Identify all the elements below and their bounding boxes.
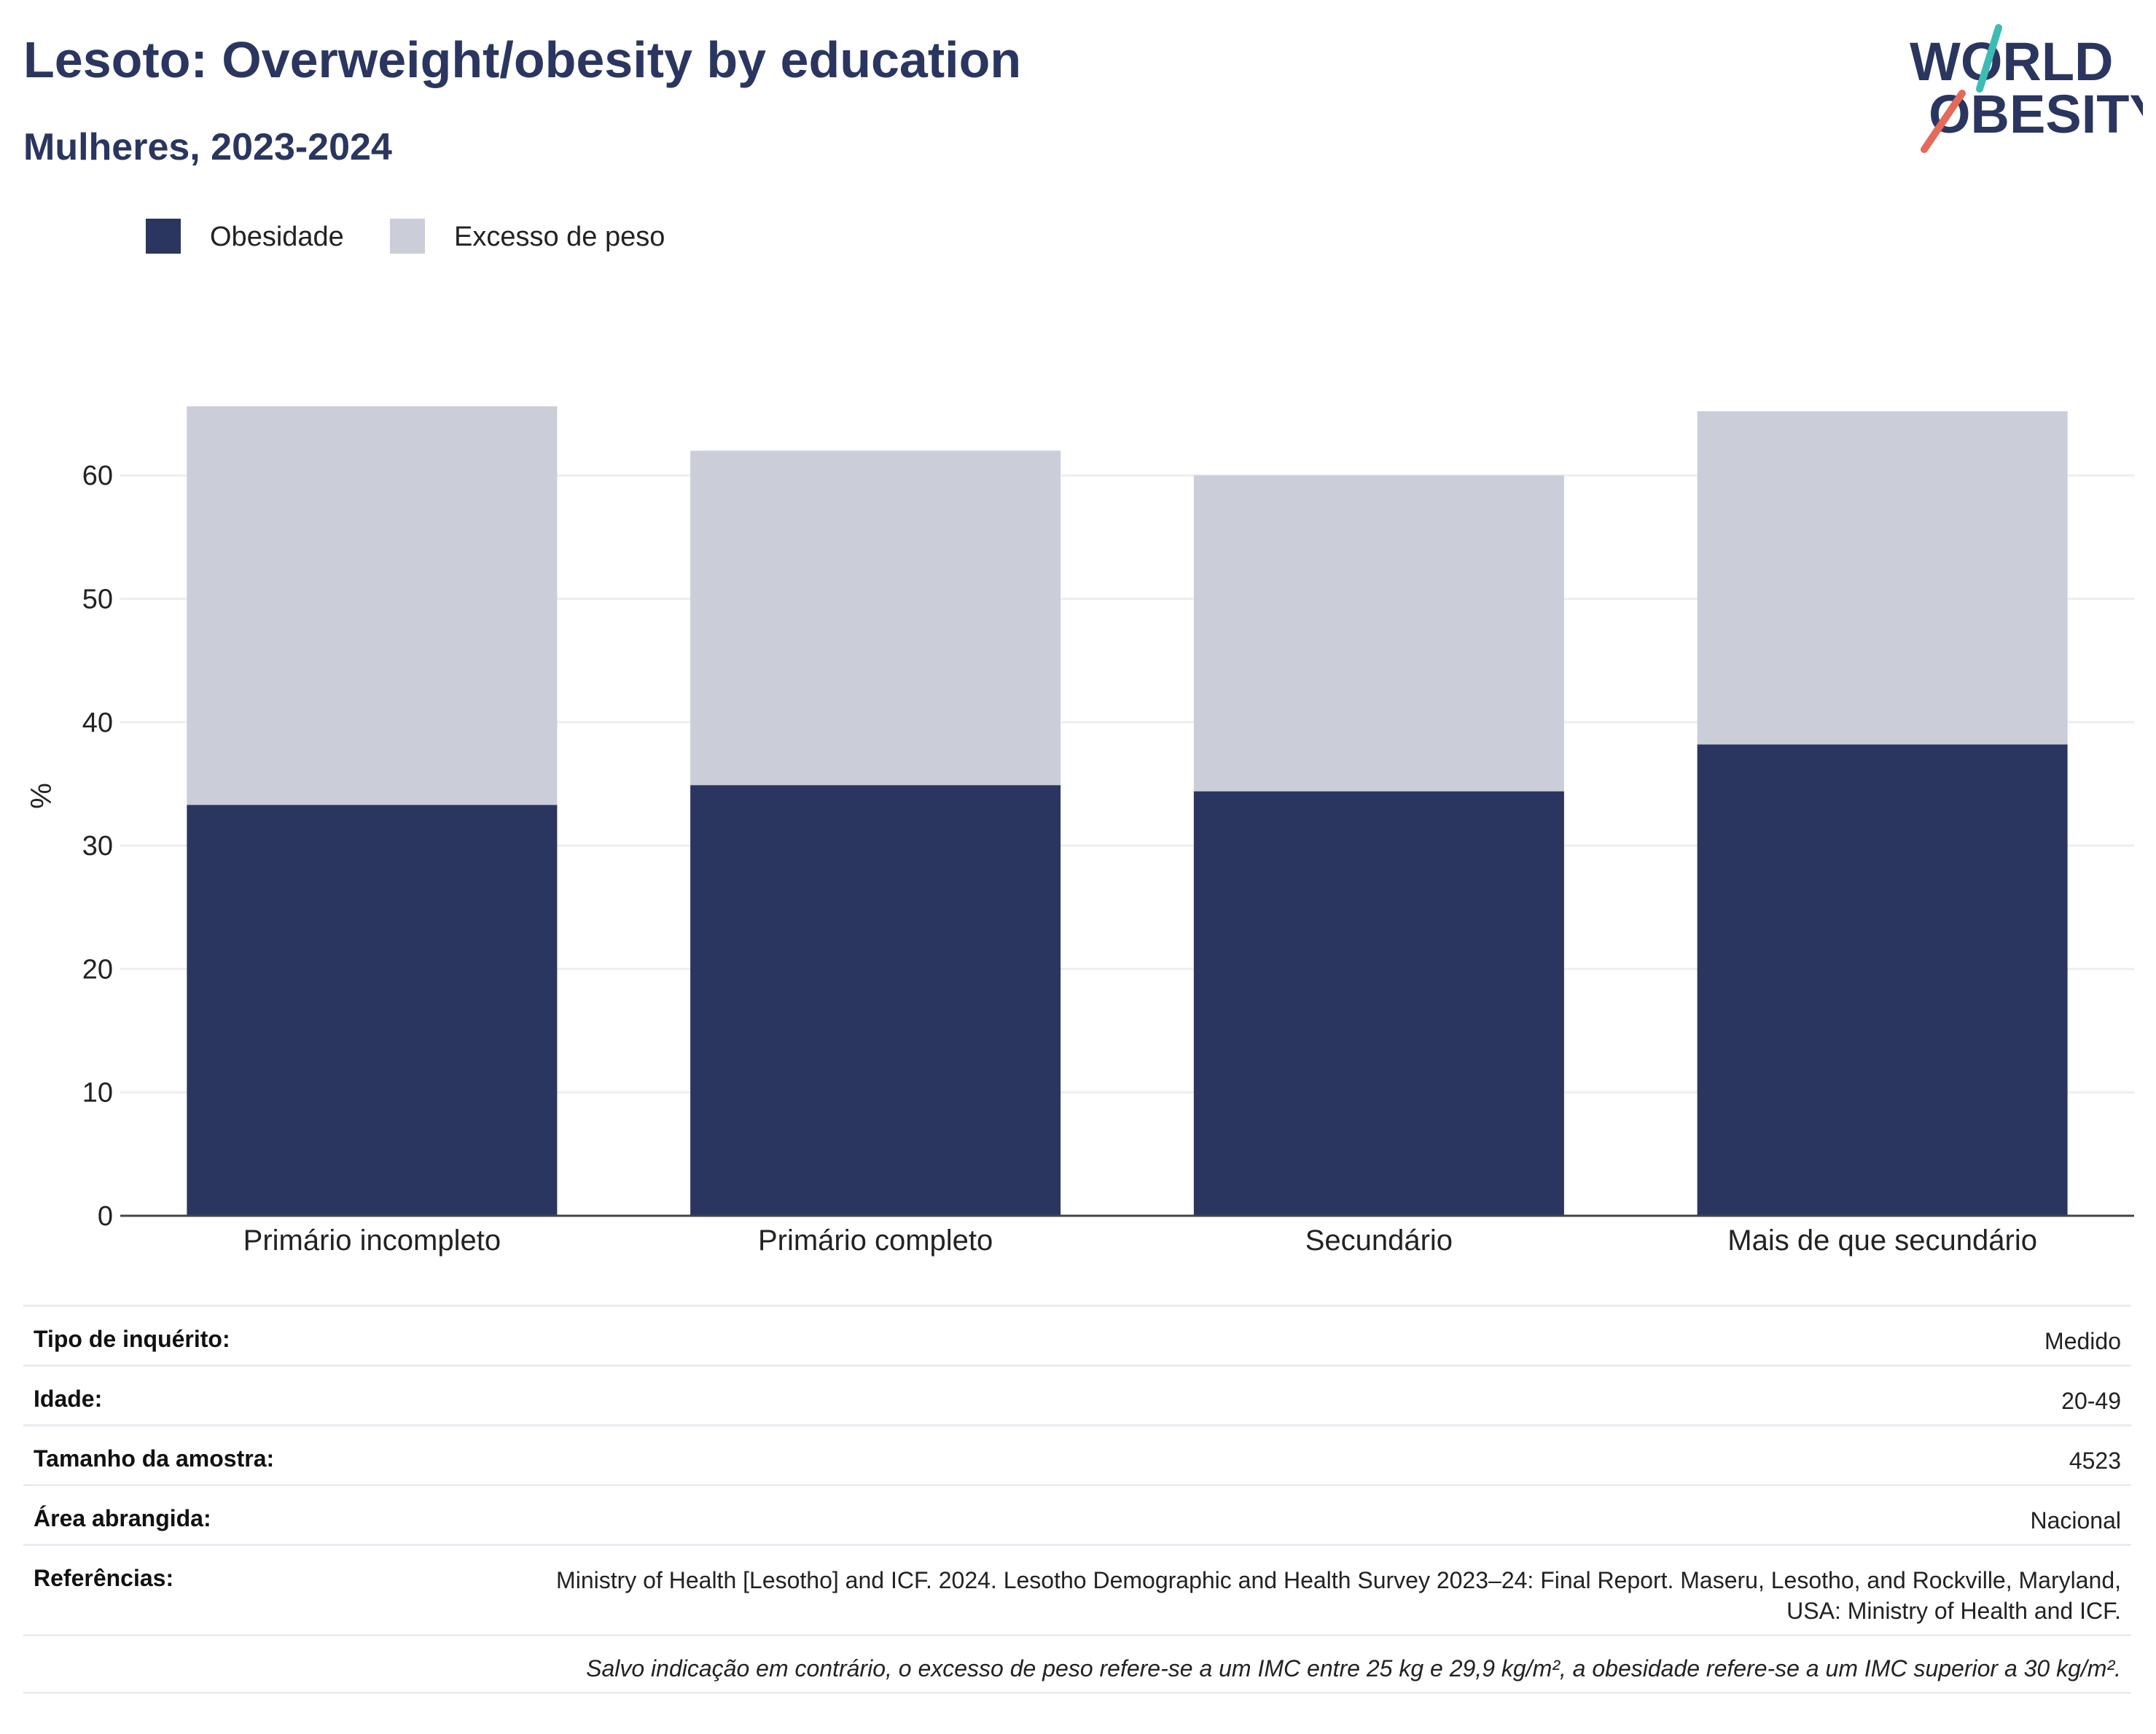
info-row-note: Salvo indicação em contrário, o excesso … <box>23 1634 2131 1694</box>
info-value: Medido <box>2044 1328 2121 1354</box>
info-row-area: Área abrangida: Nacional <box>23 1484 2131 1544</box>
bar-overweight <box>690 450 1061 786</box>
bar-obesity <box>187 805 558 1216</box>
info-label: Referências: <box>34 1565 174 1591</box>
info-label: Idade: <box>34 1386 103 1412</box>
y-tick-label: 40 <box>82 708 113 738</box>
logo-line-1: WORLD <box>1910 31 2114 92</box>
info-row-references: Referências: Ministry of Health [Lesotho… <box>23 1544 2131 1634</box>
legend-swatch-obesity <box>146 219 181 254</box>
definition-note: Salvo indicação em contrário, o excesso … <box>586 1655 2121 1682</box>
bar-obesity <box>690 785 1061 1216</box>
y-tick-label: 60 <box>82 461 113 491</box>
legend-label-overweight: Excesso de peso <box>454 222 665 252</box>
y-tick-label: 30 <box>82 831 113 862</box>
bar-overweight <box>1697 411 2068 745</box>
page-subtitle: Mulheres, 2023-2024 <box>23 126 392 168</box>
y-axis-label: % <box>26 783 58 809</box>
info-value: 20-49 <box>2061 1388 2121 1414</box>
info-value: 4523 <box>2069 1448 2121 1474</box>
bar-overweight <box>1193 475 1564 792</box>
legend-swatch-overweight <box>390 219 425 254</box>
page-title: Lesoto: Overweight/obesity by education <box>23 31 1022 88</box>
x-tick-label: Primário completo <box>758 1225 993 1257</box>
logo-slash-teal-icon <box>1976 24 2002 93</box>
x-tick-label: Secundário <box>1305 1225 1453 1257</box>
info-row-sample-size: Tamanho da amostra: 4523 <box>23 1424 2131 1484</box>
info-value: Ministry of Health [Lesotho] and ICF. 20… <box>556 1567 2121 1624</box>
info-label: Área abrangida: <box>34 1505 211 1531</box>
x-tick-label: Primário incompleto <box>243 1225 501 1257</box>
info-label: Tamanho da amostra: <box>34 1445 275 1472</box>
y-tick-label: 10 <box>82 1078 113 1109</box>
info-row-age: Idade: 20-49 <box>23 1364 2131 1424</box>
logo-slash-red-icon <box>1921 90 1966 153</box>
bar-overweight <box>187 406 558 805</box>
y-tick-label: 50 <box>82 585 113 615</box>
y-tick-label: 20 <box>82 954 113 985</box>
bar-obesity <box>1193 791 1564 1216</box>
y-tick-label: 0 <box>98 1201 113 1232</box>
info-row-survey-type: Tipo de inquérito: Medido <box>23 1305 2131 1364</box>
survey-info-table: Tipo de inquérito: Medido Idade: 20-49 T… <box>23 1305 2131 1694</box>
stacked-bar-chart: 0 10 20 30 40 50 60% Primário incompleto Primári… <box>26 406 2134 1257</box>
legend-label-obesity: Obesidade <box>210 222 344 252</box>
x-tick-label: Mais de que secundário <box>1727 1225 2037 1257</box>
bar-obesity <box>1697 744 2068 1216</box>
world-obesity-logo: WORLD OBESITY <box>1910 24 2143 153</box>
info-value: Nacional <box>2030 1507 2121 1534</box>
info-label: Tipo de inquérito: <box>34 1326 230 1352</box>
